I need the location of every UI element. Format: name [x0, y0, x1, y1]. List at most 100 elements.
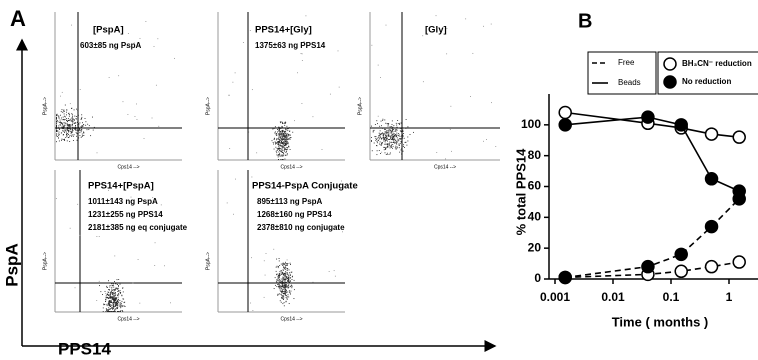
event-dot: [85, 121, 86, 122]
event-dot: [122, 287, 123, 288]
event-dot: [100, 291, 101, 292]
event-dot: [387, 153, 388, 154]
event-dot: [282, 280, 283, 281]
event-dot: [288, 136, 289, 137]
legend-marker: [664, 76, 676, 88]
event-dot: [282, 131, 283, 132]
event-dot: [279, 260, 280, 261]
event-dot: [284, 151, 285, 152]
event-dot: [283, 293, 284, 294]
event-dot: [380, 136, 381, 137]
event-dot: [391, 142, 392, 143]
event-dot: [67, 127, 68, 128]
event-dot: [279, 148, 280, 149]
event-dot: [63, 139, 64, 140]
event-dot: [393, 142, 394, 143]
event-dot: [381, 143, 382, 144]
event-dot: [396, 148, 397, 149]
event-dot: [56, 198, 57, 199]
event-dot: [283, 267, 284, 268]
event-dot: [106, 296, 107, 297]
event-dot: [116, 305, 117, 306]
event-dot: [79, 122, 80, 123]
legend-label: No reduction: [682, 77, 731, 86]
event-dot: [376, 154, 377, 155]
event-dot: [137, 119, 138, 120]
event-dot: [121, 295, 122, 296]
event-dot: [287, 283, 288, 284]
event-dot: [388, 123, 389, 124]
event-dot: [279, 275, 280, 276]
event-dot: [283, 153, 284, 154]
event-dot: [108, 303, 109, 304]
event-dot: [289, 131, 290, 132]
event-dot: [87, 124, 88, 125]
event-dot: [57, 131, 58, 132]
event-dot: [115, 309, 116, 310]
event-dot: [285, 273, 286, 274]
event-dot: [397, 137, 398, 138]
event-dot: [229, 95, 230, 96]
event-dot: [111, 289, 112, 290]
event-dot: [292, 286, 293, 287]
event-dot: [393, 134, 394, 135]
event-dot: [68, 137, 69, 138]
event-dot: [63, 111, 64, 112]
plot-annotation: 1011±143 ng PspA: [88, 197, 158, 206]
event-dot: [282, 297, 283, 298]
event-dot: [389, 144, 390, 145]
event-dot: [281, 135, 282, 136]
event-dot: [389, 142, 390, 143]
event-dot: [77, 110, 78, 111]
event-dot: [402, 127, 403, 128]
event-dot: [282, 137, 283, 138]
event-dot: [286, 295, 287, 296]
event-dot: [279, 132, 280, 133]
event-dot: [396, 133, 397, 134]
event-dot: [388, 130, 389, 131]
event-dot: [117, 291, 118, 292]
event-dot: [266, 253, 267, 254]
event-dot: [495, 146, 496, 147]
event-dot: [393, 125, 394, 126]
event-dot: [78, 124, 79, 125]
event-dot: [395, 131, 396, 132]
event-dot: [286, 139, 287, 140]
event-dot: [74, 109, 75, 110]
event-dot: [83, 132, 84, 133]
event-dot: [112, 297, 113, 298]
event-dot: [410, 134, 411, 135]
event-dot: [282, 286, 283, 287]
event-dot: [113, 299, 114, 300]
event-dot: [58, 134, 59, 135]
event-dot: [290, 149, 291, 150]
event-dot: [285, 135, 286, 136]
event-dot: [120, 303, 121, 304]
event-dot: [384, 139, 385, 140]
event-dot: [115, 283, 116, 284]
event-dot: [407, 141, 408, 142]
event-dot: [276, 139, 277, 140]
event-dot: [383, 135, 384, 136]
event-dot: [387, 147, 388, 148]
event-dot: [107, 287, 108, 288]
event-dot: [392, 131, 393, 132]
event-dot: [279, 286, 280, 287]
event-dot: [56, 117, 57, 118]
event-dot: [397, 142, 398, 143]
event-dot: [292, 279, 293, 280]
event-dot: [373, 132, 374, 133]
event-dot: [286, 297, 287, 298]
event-dot: [114, 290, 115, 291]
event-dot: [56, 125, 57, 126]
event-dot: [123, 305, 124, 306]
event-dot: [68, 134, 69, 135]
event-dot: [398, 128, 399, 129]
event-dot: [113, 304, 114, 305]
event-dot: [381, 133, 382, 134]
event-dot: [286, 149, 287, 150]
event-dot: [106, 309, 107, 310]
event-dot: [67, 121, 68, 122]
event-dot: [278, 135, 279, 136]
event-dot: [392, 129, 393, 130]
